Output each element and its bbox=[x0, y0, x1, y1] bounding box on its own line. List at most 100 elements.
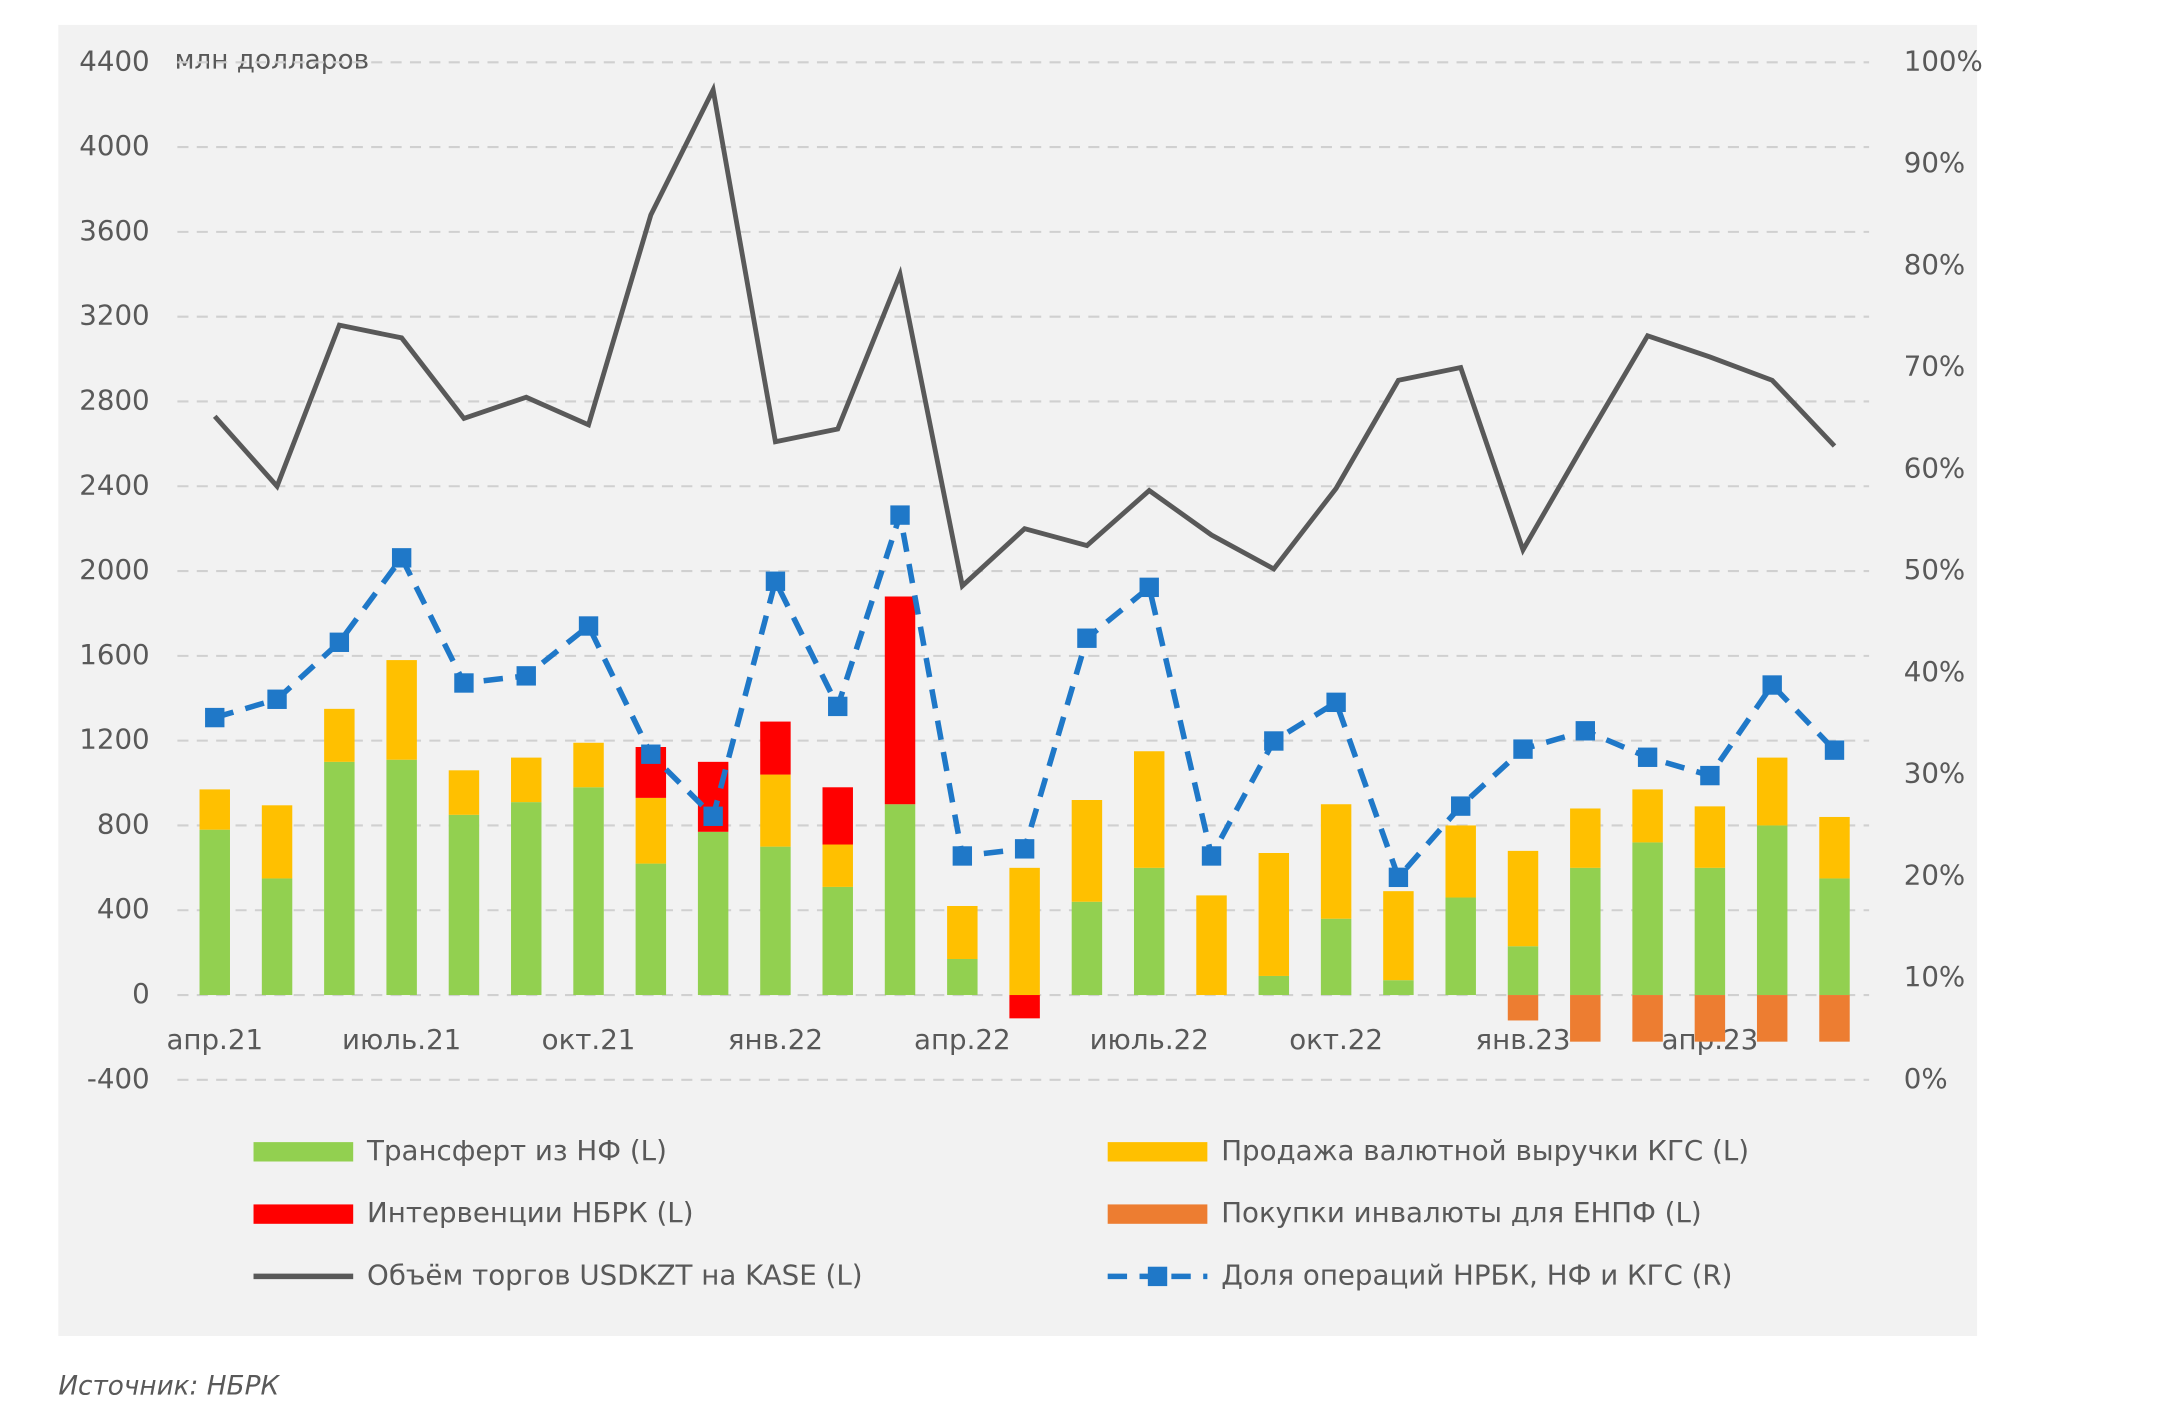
x-tick-label: июль.22 bbox=[1090, 1023, 1209, 1056]
marker bbox=[1077, 628, 1097, 648]
bar bbox=[386, 759, 417, 996]
marker bbox=[391, 548, 412, 568]
y2-tick-label: 10% bbox=[1904, 960, 1966, 993]
bar bbox=[1009, 995, 1040, 1019]
marker bbox=[1451, 796, 1471, 816]
bar bbox=[1632, 842, 1663, 996]
bar bbox=[199, 789, 230, 830]
bar bbox=[1445, 825, 1476, 898]
bar bbox=[822, 844, 853, 887]
y2-tick-label: 40% bbox=[1904, 655, 1966, 688]
bar bbox=[822, 787, 853, 845]
y2-tick-label: 0% bbox=[1904, 1062, 1948, 1095]
bar bbox=[1009, 867, 1040, 996]
legend-label: Интервенции НБРК (L) bbox=[367, 1196, 693, 1229]
marker bbox=[578, 616, 599, 636]
marker bbox=[1700, 765, 1720, 786]
bar bbox=[448, 814, 480, 996]
legend-swatch bbox=[253, 1204, 354, 1224]
bar bbox=[511, 802, 542, 996]
marker bbox=[952, 846, 973, 866]
x-tick-label: апр.21 bbox=[166, 1023, 263, 1056]
bar bbox=[884, 596, 916, 805]
line bbox=[212, 82, 1837, 591]
bar bbox=[1756, 995, 1788, 1042]
bar bbox=[1196, 895, 1227, 996]
x-tick-label: апр.22 bbox=[914, 1023, 1011, 1056]
marker bbox=[329, 632, 350, 652]
y-tick-label: -400 bbox=[87, 1062, 150, 1095]
bar bbox=[1570, 867, 1601, 996]
bar bbox=[1632, 789, 1663, 843]
y2-tick-label: 70% bbox=[1904, 350, 1966, 383]
y-tick-label: 2800 bbox=[79, 383, 149, 416]
bar bbox=[1445, 897, 1476, 996]
bar bbox=[573, 742, 604, 788]
bar bbox=[760, 846, 791, 996]
marker bbox=[703, 806, 723, 826]
bar bbox=[1632, 995, 1663, 1042]
marker bbox=[205, 707, 225, 728]
bar bbox=[1570, 995, 1601, 1042]
y2-tick-label: 20% bbox=[1904, 858, 1966, 891]
y-tick-label: 4000 bbox=[79, 129, 149, 162]
bar bbox=[635, 797, 667, 864]
x-tick-label: июль.21 bbox=[342, 1023, 461, 1056]
x-tick-label: янв.23 bbox=[1475, 1023, 1570, 1056]
y-tick-label: 0 bbox=[132, 977, 150, 1010]
legend-label: Трансферт из НФ (L) bbox=[366, 1134, 667, 1167]
bar bbox=[1320, 918, 1352, 996]
legend-swatch bbox=[1107, 1204, 1208, 1224]
marker bbox=[516, 666, 536, 686]
y2-tick-label: 60% bbox=[1904, 451, 1966, 484]
marker bbox=[1201, 846, 1222, 866]
bar bbox=[884, 804, 916, 996]
bar bbox=[386, 660, 417, 760]
bar bbox=[1258, 975, 1290, 996]
bar bbox=[1694, 867, 1726, 996]
marker bbox=[1575, 721, 1595, 741]
marker bbox=[1824, 740, 1845, 760]
legend-swatch bbox=[253, 1142, 354, 1162]
legend-label: Продажа валютной выручки КГС (L) bbox=[1221, 1134, 1749, 1167]
bar bbox=[1507, 946, 1539, 996]
y-tick-label: 1200 bbox=[79, 723, 149, 756]
y-tick-label: 3200 bbox=[79, 299, 149, 332]
bar bbox=[1383, 891, 1414, 981]
y-tick-label: 1600 bbox=[79, 638, 149, 671]
bar bbox=[635, 863, 667, 996]
marker bbox=[1264, 731, 1284, 751]
marker bbox=[267, 689, 287, 709]
y-tick-label: 800 bbox=[97, 807, 150, 840]
y2-tick-label: 80% bbox=[1904, 248, 1966, 281]
marker bbox=[454, 673, 474, 693]
bar bbox=[573, 787, 604, 996]
x-tick-label: окт.22 bbox=[1289, 1023, 1383, 1056]
bar bbox=[947, 958, 978, 996]
bar bbox=[1258, 853, 1290, 976]
bar bbox=[1819, 995, 1850, 1042]
bar bbox=[822, 886, 853, 996]
y2-tick-label: 90% bbox=[1904, 146, 1966, 179]
bar bbox=[1133, 751, 1165, 868]
bar bbox=[1133, 867, 1165, 996]
bar bbox=[1756, 825, 1788, 996]
y-axis-label: млн долларов bbox=[175, 45, 369, 75]
bar bbox=[324, 708, 355, 762]
bar bbox=[1694, 995, 1726, 1042]
bar bbox=[1570, 808, 1601, 868]
marker bbox=[1637, 747, 1658, 767]
marker bbox=[890, 505, 910, 525]
bar bbox=[261, 878, 293, 996]
y-tick-label: 400 bbox=[97, 892, 150, 925]
bar bbox=[1071, 901, 1103, 996]
legend-swatch bbox=[1107, 1142, 1208, 1162]
marker bbox=[1388, 867, 1409, 888]
bar bbox=[1383, 980, 1414, 996]
source-note: Источник: НБРК bbox=[58, 1372, 280, 1402]
bar bbox=[947, 905, 978, 959]
x-tick-label: окт.21 bbox=[542, 1023, 636, 1056]
legend-label: Объём торгов USDKZT на KASE (L) bbox=[367, 1258, 862, 1291]
bar bbox=[324, 761, 355, 996]
